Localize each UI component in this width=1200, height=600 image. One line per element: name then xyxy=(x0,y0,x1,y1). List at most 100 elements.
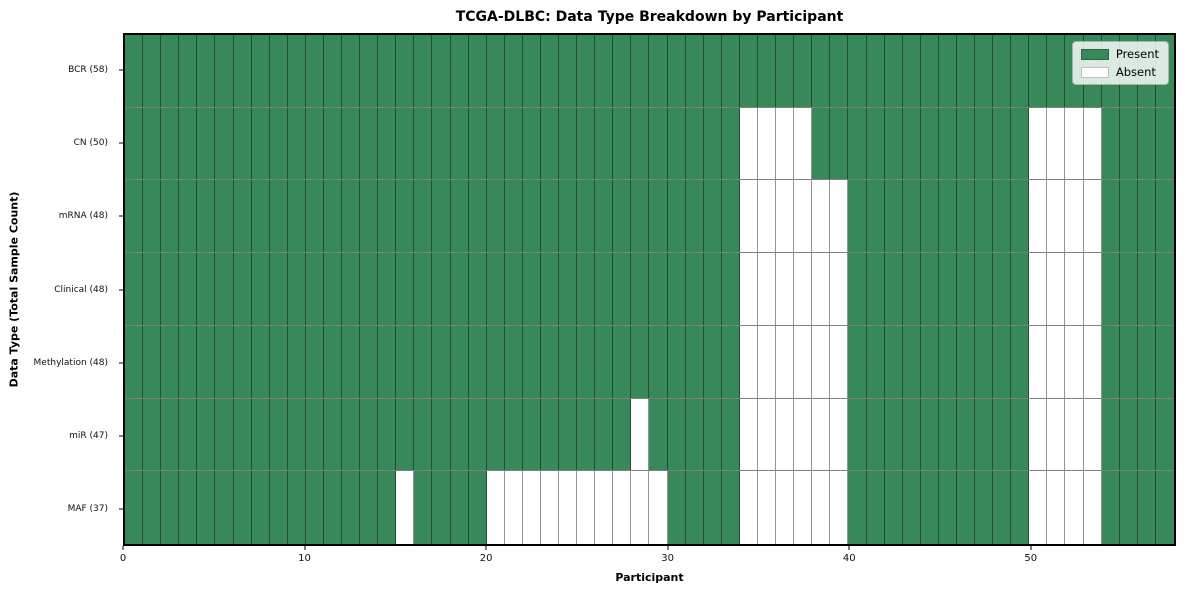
heatmap-cell xyxy=(902,253,921,325)
heatmap-cell xyxy=(233,107,252,180)
heatmap-cell xyxy=(269,253,288,325)
heatmap-cell xyxy=(233,35,252,107)
heatmap-cell xyxy=(667,471,686,544)
heatmap-cell xyxy=(540,398,560,471)
heatmap-cell xyxy=(649,398,668,471)
heatmap-cell xyxy=(776,253,795,325)
heatmap-cell xyxy=(269,107,288,180)
heatmap-cell xyxy=(649,471,668,544)
heatmap-cell xyxy=(251,398,270,471)
heatmap-cell xyxy=(649,180,668,253)
heatmap-cell xyxy=(1065,180,1084,253)
heatmap-cell xyxy=(251,471,270,544)
heatmap-cell xyxy=(975,325,994,398)
heatmap-cell xyxy=(902,35,921,107)
chart-title: TCGA-DLBC: Data Type Breakdown by Partic… xyxy=(455,9,844,25)
heatmap-cell xyxy=(920,471,939,544)
heatmap-cell xyxy=(522,471,541,544)
heatmap-cell xyxy=(287,325,306,398)
heatmap-cell xyxy=(649,253,668,325)
heatmap-cell xyxy=(342,398,361,471)
heatmap-cell xyxy=(215,253,234,325)
heatmap-cell xyxy=(486,180,505,253)
heatmap-cell xyxy=(776,180,795,253)
heatmap-cell xyxy=(1101,107,1120,180)
heatmap-cell xyxy=(396,398,415,471)
heatmap-cell xyxy=(559,107,578,180)
heatmap-cell xyxy=(1101,398,1120,471)
heatmap-cell xyxy=(975,471,994,544)
heatmap-cell xyxy=(703,35,722,107)
heatmap-cell xyxy=(323,35,343,107)
heatmap-cell xyxy=(342,180,361,253)
x-axis-ticks: 0 10 20 30 40 50 xyxy=(120,546,1176,586)
heatmap-cell xyxy=(667,107,686,180)
heatmap-cell xyxy=(920,325,939,398)
heatmap-cell xyxy=(993,471,1012,544)
heatmap-cell xyxy=(938,180,957,253)
heatmap-cell xyxy=(305,107,324,180)
heatmap-cell xyxy=(739,471,759,544)
heatmap-cell xyxy=(631,325,650,398)
heatmap-cell xyxy=(848,253,867,325)
heatmap-cell xyxy=(432,35,451,107)
y-tick-mark xyxy=(119,142,123,144)
heatmap-cell xyxy=(739,253,759,325)
heatmap-cell xyxy=(866,107,885,180)
heatmap-cell xyxy=(703,471,722,544)
heatmap-cell xyxy=(559,325,578,398)
heatmap-cell xyxy=(233,398,252,471)
heatmap-cell xyxy=(993,325,1012,398)
heatmap-cell xyxy=(1065,471,1084,544)
heatmap-cell xyxy=(1029,325,1048,398)
heatmap-cell xyxy=(848,471,867,544)
heatmap-cell xyxy=(866,325,885,398)
heatmap-cell xyxy=(143,180,162,253)
heatmap-cell xyxy=(577,107,596,180)
heatmap-cell xyxy=(287,107,306,180)
heatmap-cell xyxy=(432,107,451,180)
heatmap-cell xyxy=(468,180,487,253)
heatmap-cell xyxy=(577,325,596,398)
heatmap-cell xyxy=(559,471,578,544)
heatmap-cell xyxy=(360,471,379,544)
heatmap-cell xyxy=(884,180,903,253)
heatmap-cell xyxy=(378,180,397,253)
heatmap-cell xyxy=(993,398,1012,471)
heatmap-cell xyxy=(631,180,650,253)
heatmap-cell xyxy=(703,253,722,325)
heatmap-cell xyxy=(305,471,324,544)
heatmap-cell xyxy=(450,471,469,544)
heatmap-cell xyxy=(504,398,523,471)
heatmap-cell xyxy=(360,180,379,253)
heatmap-cell xyxy=(143,253,162,325)
heatmap-cell xyxy=(1101,253,1120,325)
heatmap-cell xyxy=(233,471,252,544)
heatmap-cell xyxy=(848,398,867,471)
heatmap-cell xyxy=(1119,253,1138,325)
y-tick-mark xyxy=(119,69,123,71)
heatmap-cell xyxy=(758,325,777,398)
x-tick-mark xyxy=(1030,546,1032,550)
heatmap-cell xyxy=(161,107,180,180)
heatmap-cell xyxy=(1137,253,1156,325)
heatmap-cell xyxy=(975,180,994,253)
heatmap-cell xyxy=(613,325,632,398)
heatmap-cell xyxy=(1137,471,1156,544)
heatmap-cell xyxy=(559,35,578,107)
heatmap-cell xyxy=(920,180,939,253)
heatmap-cell xyxy=(269,398,288,471)
heatmap-cell xyxy=(1047,180,1066,253)
heatmap-cell xyxy=(323,180,343,253)
heatmap-cell xyxy=(884,398,903,471)
heatmap-cell xyxy=(1119,107,1138,180)
heatmap-cell xyxy=(197,107,216,180)
heatmap-cell xyxy=(432,398,451,471)
heatmap-cell xyxy=(902,471,921,544)
heatmap-cell xyxy=(776,107,795,180)
heatmap-cell xyxy=(1119,471,1138,544)
heatmap-cell xyxy=(197,253,216,325)
heatmap-cell xyxy=(305,253,324,325)
heatmap-cell xyxy=(938,107,957,180)
heatmap-cell xyxy=(522,107,541,180)
